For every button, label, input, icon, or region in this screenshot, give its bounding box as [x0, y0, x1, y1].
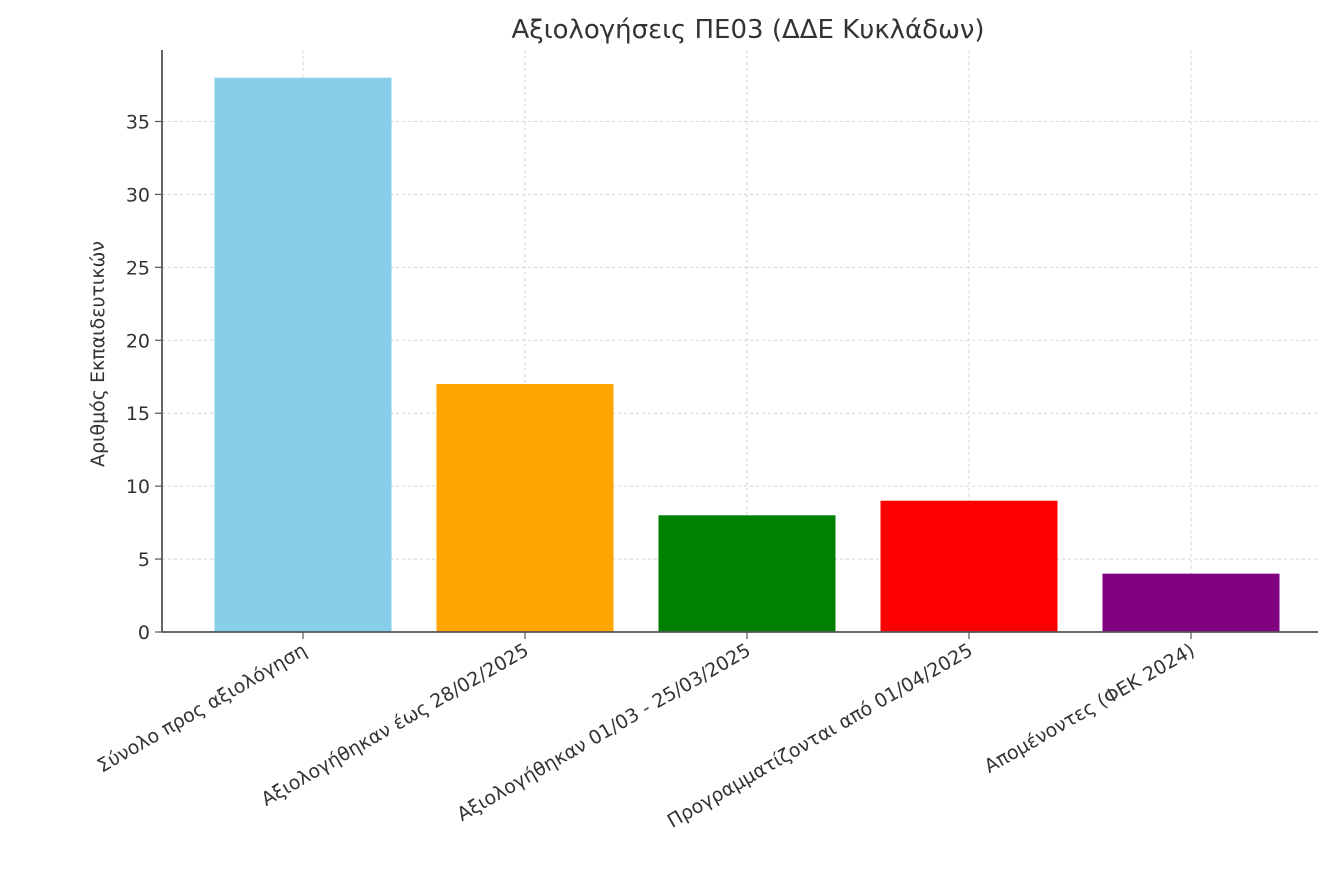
x-tick-label: Σύνολο προς αξιολόγηση: [93, 639, 310, 777]
bar: [880, 500, 1058, 632]
bar: [214, 77, 392, 632]
bar: [436, 384, 614, 632]
y-axis-label: Αριθμός Εκπαιδευτικών: [87, 241, 109, 467]
y-axis-ticks: 0 5 10 15 20 25 30 35: [126, 111, 162, 644]
bar: [1102, 573, 1280, 632]
y-tick-label: 30: [126, 184, 150, 206]
chart-title: Αξιολογήσεις ΠΕ03 (ΔΔΕ Κυκλάδων): [511, 15, 984, 45]
y-tick-label: 10: [126, 476, 150, 498]
y-tick-label: 25: [126, 257, 150, 279]
y-tick-label: 0: [138, 622, 150, 644]
y-tick-label: 15: [126, 403, 150, 425]
bar: [658, 515, 836, 632]
y-tick-label: 35: [126, 111, 150, 133]
bars: [214, 77, 1280, 632]
x-tick-label: Απομένοντες (ΦΕΚ 2024): [981, 639, 1199, 777]
y-tick-label: 20: [126, 330, 150, 352]
y-tick-label: 5: [138, 549, 150, 571]
axes: [161, 50, 1318, 633]
